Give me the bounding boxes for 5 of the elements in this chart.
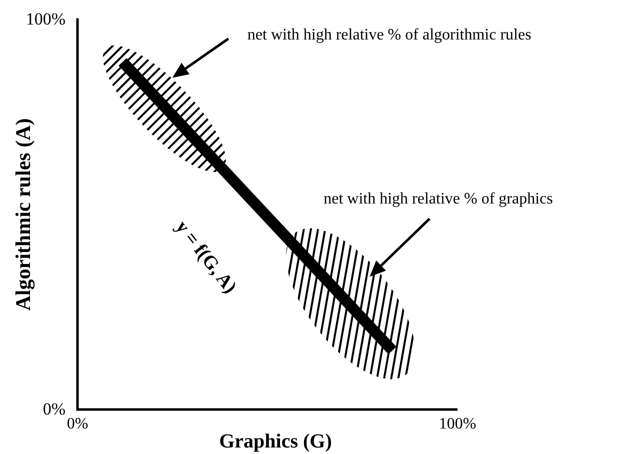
x-axis-title: Graphics (G)	[219, 430, 332, 452]
annotation: net with high relative % of algorithmic rules	[247, 26, 532, 44]
annotation: net with high relative % of graphics	[324, 190, 553, 208]
annotation: y = f(G, A)	[171, 216, 240, 298]
y-axis-title: Algorithmic rules (A)	[10, 118, 35, 311]
